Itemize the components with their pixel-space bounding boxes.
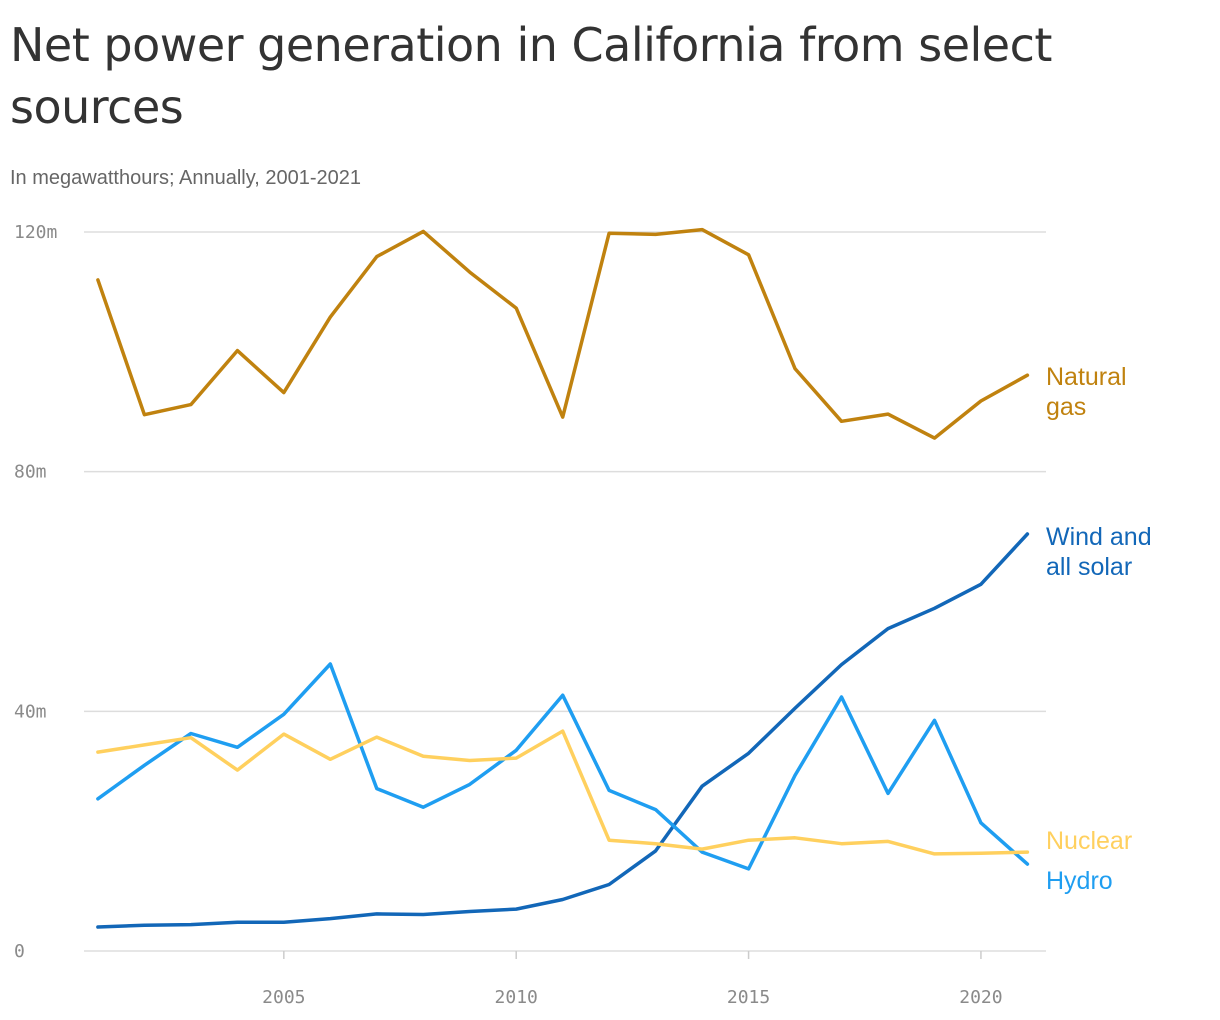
series-line-wind-and-all-solar bbox=[96, 532, 1030, 929]
x-tick-label: 2015 bbox=[727, 987, 770, 1008]
series-label: Wind and bbox=[1046, 523, 1152, 551]
series-line-natural-gas bbox=[96, 227, 1030, 440]
series-label: Nuclear bbox=[1046, 827, 1132, 855]
series bbox=[96, 227, 1030, 929]
series-label: gas bbox=[1046, 393, 1086, 421]
series-label: Hydro bbox=[1046, 867, 1113, 895]
chart-subtitle: In megawatthours; Annually, 2001-2021 bbox=[10, 167, 361, 189]
y-tick-label: 120m bbox=[14, 222, 57, 243]
series-label: Natural bbox=[1046, 363, 1127, 391]
x-tick-label: 2010 bbox=[495, 987, 538, 1008]
series-line-nuclear bbox=[96, 729, 1030, 856]
axes: 0 40m 80m 120m 2005 2010 2015 2020 bbox=[14, 222, 1003, 1008]
y-tick-label: 40m bbox=[14, 701, 47, 722]
x-tick-label: 2020 bbox=[959, 987, 1002, 1008]
grid bbox=[84, 231, 1046, 952]
chart-title: Net power generation in California from … bbox=[10, 18, 1052, 134]
series-line-hydro bbox=[96, 662, 1030, 871]
series-label: all solar bbox=[1046, 553, 1132, 581]
x-tick-label: 2005 bbox=[262, 987, 305, 1008]
y-tick-label: 80m bbox=[14, 462, 47, 483]
y-tick-label: 0 bbox=[14, 941, 25, 962]
